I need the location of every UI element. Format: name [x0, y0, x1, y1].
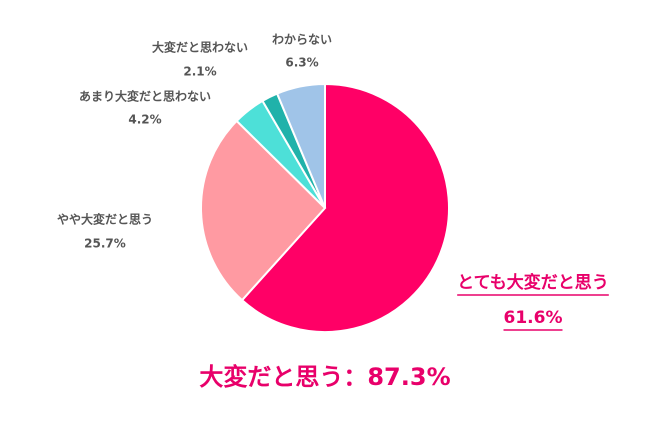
value-label: 4.2% — [128, 113, 161, 127]
value-label: 6.3% — [285, 56, 318, 70]
pie-slice — [200, 119, 327, 302]
pie-slice — [275, 82, 326, 209]
value-label: 2.1% — [183, 65, 216, 79]
value-label: 25.7% — [84, 237, 126, 251]
pie-slice — [240, 82, 450, 333]
slice-label: とても大変だと思う — [457, 272, 609, 293]
annotation: 大変だと思う：87.3% — [199, 363, 450, 391]
value-label: 61.6% — [504, 308, 563, 328]
slice-label: 大変だと思わない — [152, 40, 248, 55]
slice-label: わからない — [272, 33, 332, 47]
slice-label: やや大変だと思う — [57, 212, 153, 227]
slice-label: あまり大変だと思わない — [79, 89, 211, 104]
